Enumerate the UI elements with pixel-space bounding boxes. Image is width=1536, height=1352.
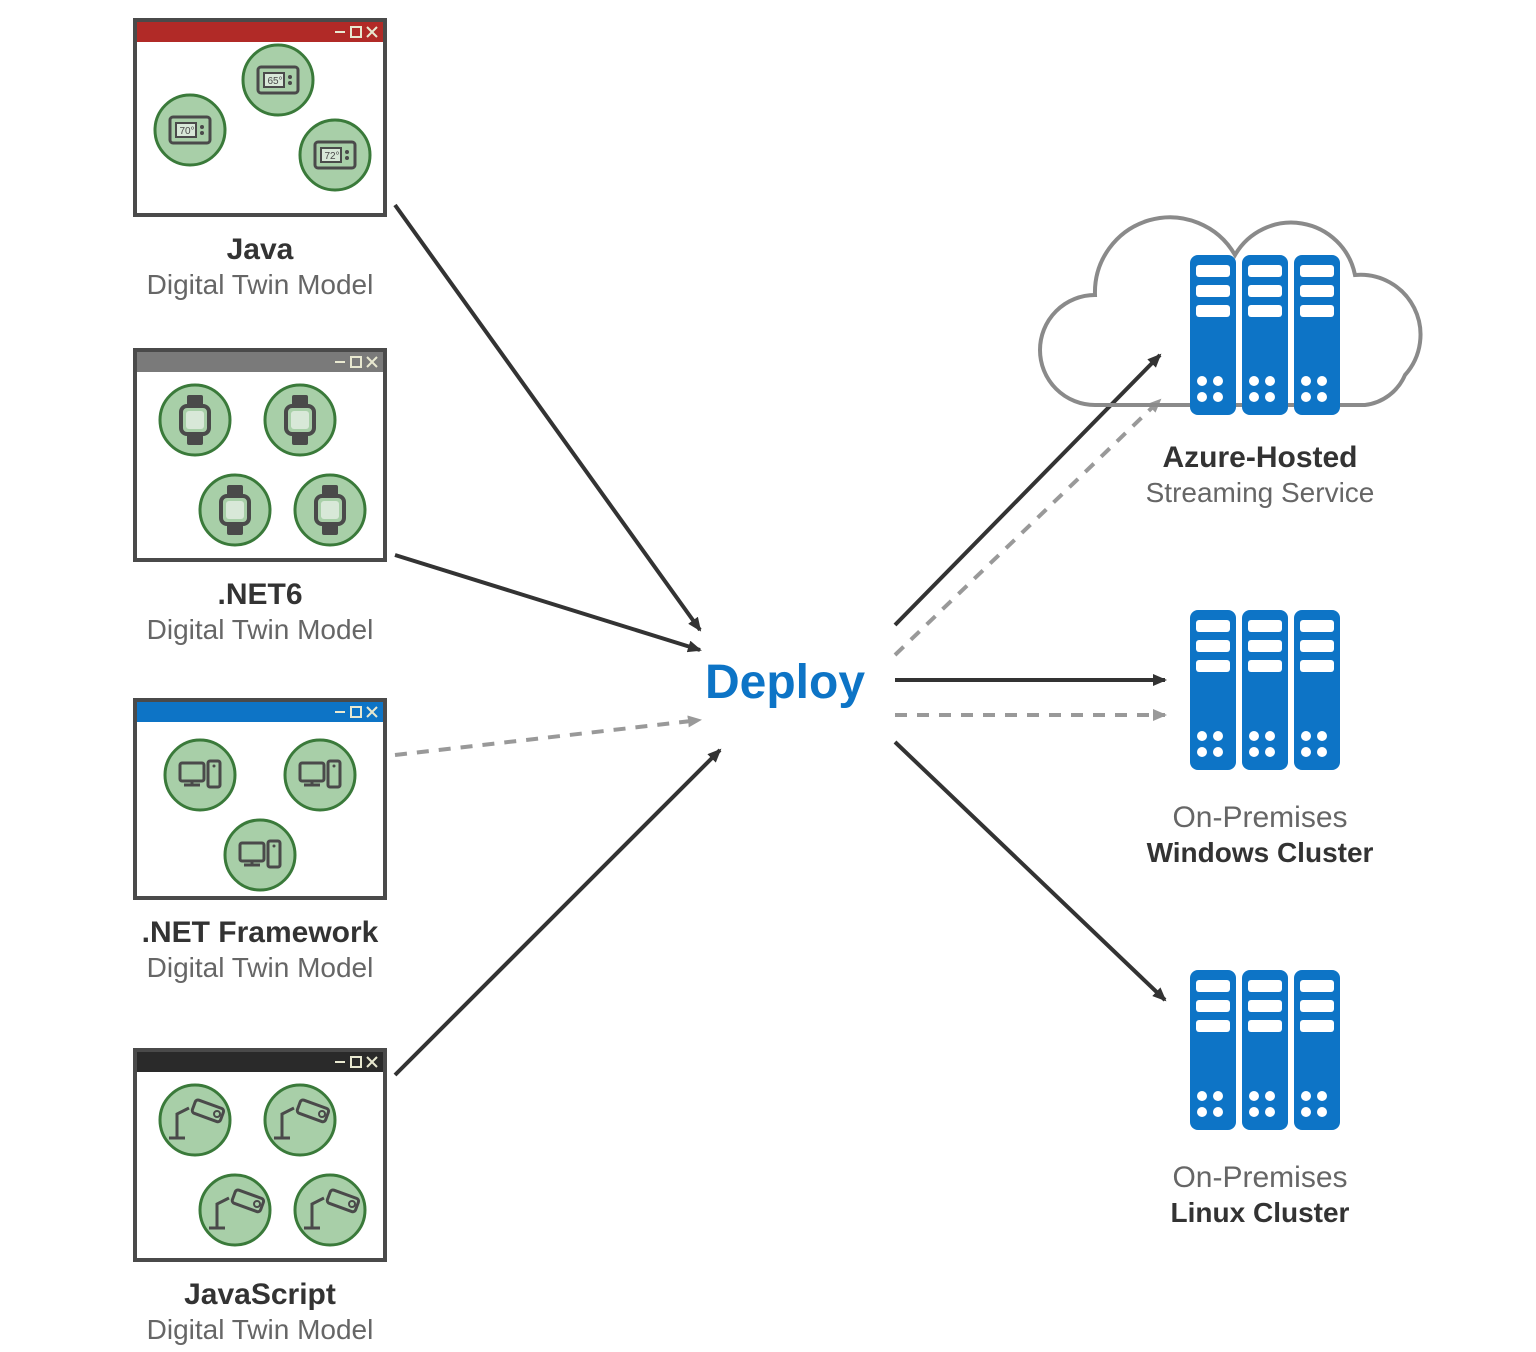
source-subtitle: Digital Twin Model	[100, 1313, 420, 1347]
source-title: .NET Framework	[100, 915, 420, 951]
source-net6	[135, 350, 385, 560]
source-net6-caption: .NET6Digital Twin Model	[100, 577, 420, 647]
target-windows-caption: On-PremisesWindows Cluster	[1080, 800, 1440, 870]
target-subtitle: Linux Cluster	[1080, 1196, 1440, 1230]
target-title: On-Premises	[1080, 800, 1440, 836]
svg-text:72°: 72°	[324, 151, 339, 162]
target-linux-caption: On-PremisesLinux Cluster	[1080, 1160, 1440, 1230]
deploy-label: Deploy	[705, 655, 865, 710]
target-title: On-Premises	[1080, 1160, 1440, 1196]
source-title: Java	[100, 232, 420, 268]
source-java-caption: JavaDigital Twin Model	[100, 232, 420, 302]
source-title: .NET6	[100, 577, 420, 613]
source-subtitle: Digital Twin Model	[100, 951, 420, 985]
svg-text:70°: 70°	[179, 126, 194, 137]
svg-text:65°: 65°	[267, 76, 282, 87]
source-title: JavaScript	[100, 1277, 420, 1313]
source-java: 70° 65° 72°	[135, 20, 385, 215]
target-azure	[1040, 217, 1421, 415]
target-azure-caption: Azure-HostedStreaming Service	[1080, 440, 1440, 510]
source-js-caption: JavaScriptDigital Twin Model	[100, 1277, 420, 1347]
source-subtitle: Digital Twin Model	[100, 268, 420, 302]
target-linux	[1190, 970, 1340, 1130]
target-title: Azure-Hosted	[1080, 440, 1440, 476]
target-windows	[1190, 610, 1340, 770]
source-subtitle: Digital Twin Model	[100, 613, 420, 647]
source-js	[135, 1050, 385, 1260]
source-netfw-caption: .NET FrameworkDigital Twin Model	[100, 915, 420, 985]
target-subtitle: Streaming Service	[1080, 476, 1440, 510]
target-subtitle: Windows Cluster	[1080, 836, 1440, 870]
source-netfw	[135, 700, 385, 898]
